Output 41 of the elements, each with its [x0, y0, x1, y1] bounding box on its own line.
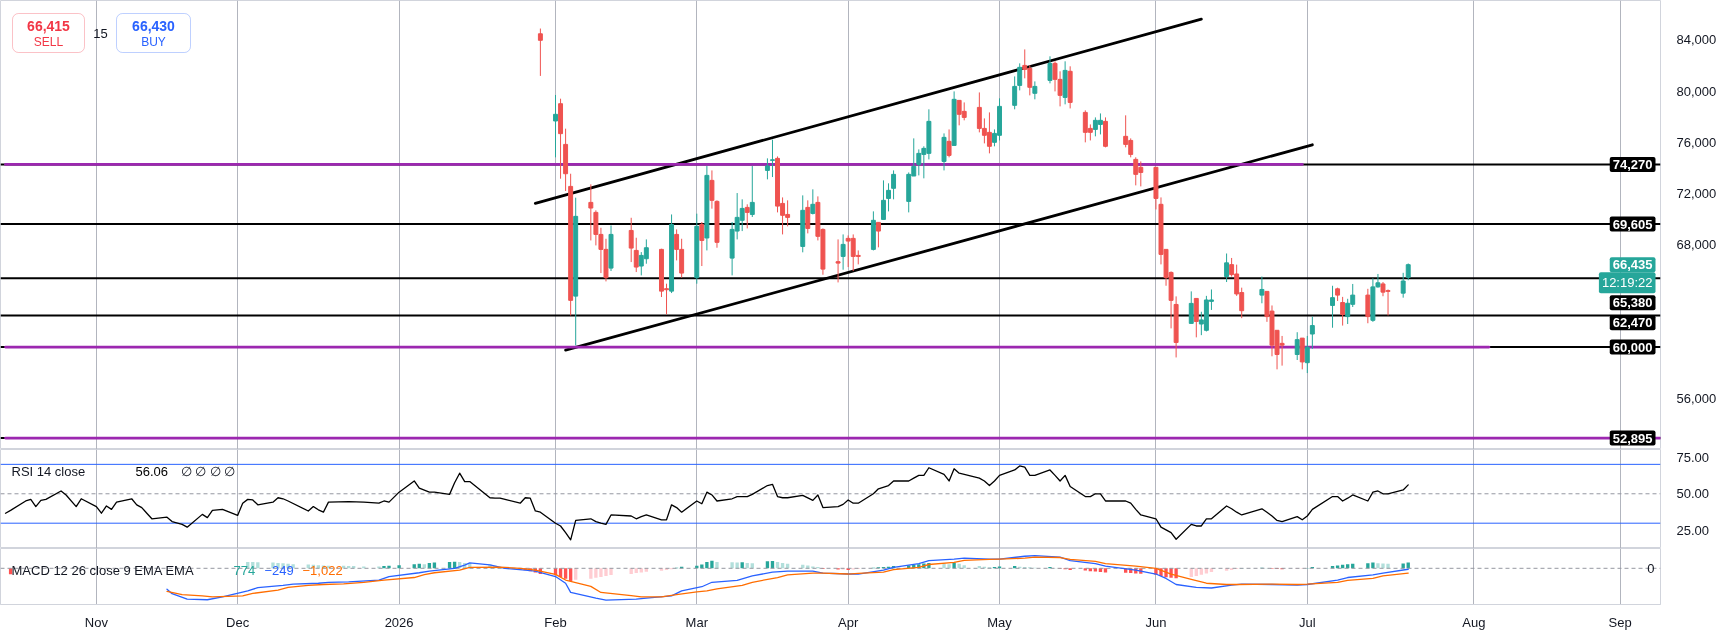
x-tick-label: Nov — [84, 614, 109, 630]
x-tick-label: May — [987, 614, 1013, 630]
y-tick-label: 84,000 — [1676, 32, 1717, 48]
annotation: −249 — [264, 563, 294, 578]
y-tick-label: 76,000 — [1676, 134, 1717, 150]
y-tick-label: 80,000 — [1676, 83, 1717, 99]
annotation: 66,435 — [1612, 257, 1653, 273]
y-tick-label: 50.00 — [1676, 486, 1710, 502]
ref-line-label: 0 — [1647, 560, 1655, 576]
annotation: 56.06 — [135, 464, 169, 479]
y-tick-label: 68,000 — [1676, 237, 1717, 253]
x-tick-label: Apr — [838, 614, 859, 630]
annotation: 66,415 — [27, 17, 71, 34]
x-tick-label: Sep — [1608, 614, 1632, 630]
annotation: −1,022 — [302, 563, 343, 578]
text: RSI 14 close — [11, 464, 86, 479]
annotation: 774 — [233, 563, 256, 578]
annotation: BUY — [141, 34, 166, 49]
x-tick-label: Feb — [544, 614, 567, 630]
x-tick-label: Mar — [685, 614, 709, 630]
annotation: 66,430 — [132, 17, 176, 34]
x-tick-label: Jul — [1299, 614, 1316, 630]
x-tick-label: Dec — [226, 614, 250, 630]
annotation: SELL — [33, 34, 64, 49]
y-tick-label: 75.00 — [1676, 449, 1710, 465]
ref-line-label: 52,895 — [1612, 430, 1653, 446]
y-tick-label: 72,000 — [1676, 185, 1717, 201]
ref-line-label: 74,270 — [1612, 156, 1653, 172]
x-tick-label: Jun — [1145, 614, 1167, 630]
annotation: ∅ ∅ ∅ ∅ — [180, 464, 236, 479]
ref-line-label: 60,000 — [1612, 339, 1653, 355]
ref-line-label: 69,605 — [1612, 216, 1653, 232]
annotation: 12:19:22 — [1601, 275, 1653, 291]
text: MACD 12 26 close 9 EMA EMA — [11, 563, 194, 578]
y-tick-label: 25.00 — [1676, 523, 1710, 539]
y-tick-label: 56,000 — [1676, 390, 1717, 406]
x-tick-label: 2026 — [384, 614, 414, 630]
annotation: 15 — [93, 26, 108, 41]
x-tick-label: Aug — [1462, 614, 1486, 630]
ref-line-label: 65,380 — [1612, 295, 1653, 311]
ref-line-label: 62,470 — [1612, 315, 1653, 331]
